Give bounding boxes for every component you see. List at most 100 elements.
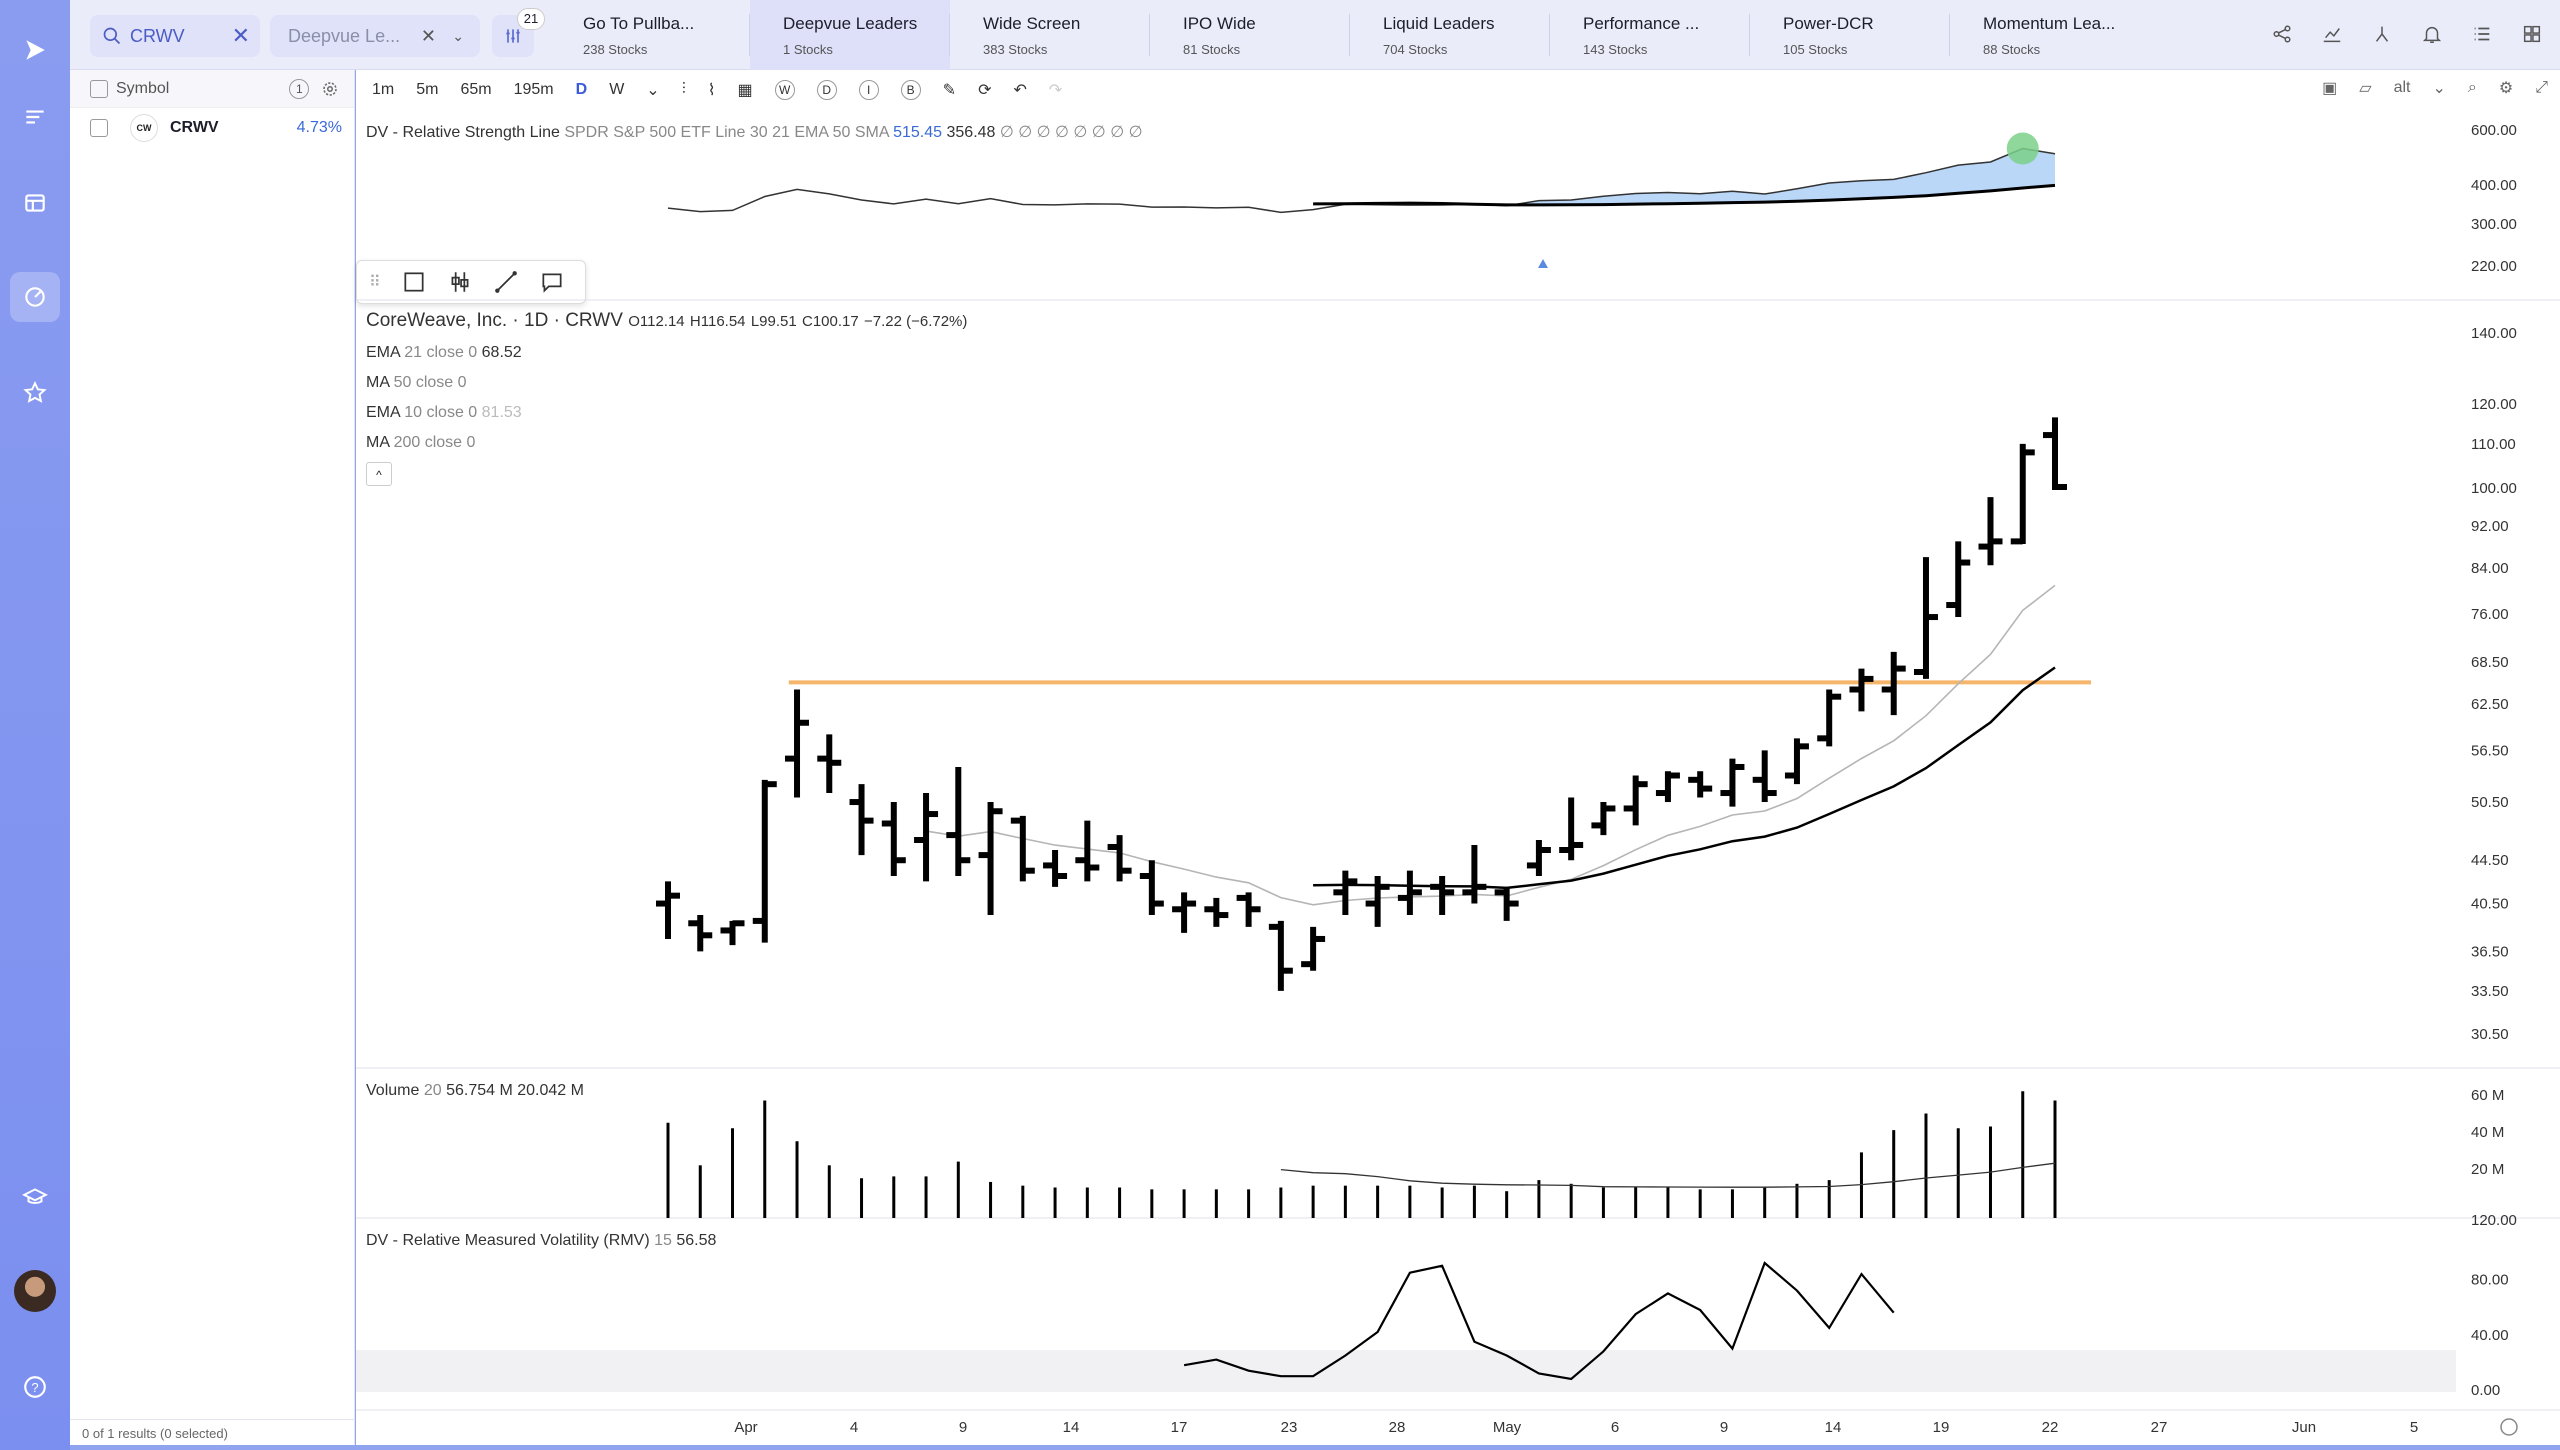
- tab-name: IPO Wide: [1183, 14, 1256, 33]
- education-icon[interactable]: [10, 1172, 60, 1222]
- interval-d[interactable]: D: [575, 81, 588, 98]
- filter-icon: [506, 29, 520, 43]
- chart-canvas[interactable]: 140.00120.00110.00100.0092.0084.0076.006…: [356, 70, 2560, 1445]
- date-tick-label: 17: [1171, 1419, 1188, 1436]
- bar-style-icon[interactable]: ⫶: [681, 81, 686, 98]
- drag-handle-icon[interactable]: ⠿: [369, 274, 381, 291]
- eraser-icon[interactable]: ✎: [942, 82, 957, 99]
- mini-i[interactable]: I: [858, 80, 879, 100]
- price-high: H116.54: [689, 313, 746, 330]
- tab-5[interactable]: Performance ... 143 Stocks: [1550, 0, 1750, 70]
- help-icon[interactable]: ?: [10, 1362, 60, 1412]
- price-tick-label: 76.00: [2471, 606, 2509, 623]
- time-settings-icon: [2500, 1418, 2518, 1436]
- comment-tool-icon[interactable]: [539, 269, 565, 295]
- chart-type-icon[interactable]: [2316, 18, 2348, 50]
- price-legend: CoreWeave, Inc. · 1D · CRWV O112.14 H116…: [366, 310, 967, 332]
- interval-chevron-icon[interactable]: ⌄: [646, 82, 660, 99]
- mini-b[interactable]: B: [900, 80, 921, 100]
- rs-sma-line: [1313, 183, 2056, 207]
- bell-icon[interactable]: [2416, 18, 2448, 50]
- indicators-icon[interactable]: ⌇: [707, 82, 716, 99]
- tab-count: 1 Stocks: [783, 42, 833, 57]
- price-tick-label: 140.00: [2471, 325, 2517, 342]
- tab-3[interactable]: IPO Wide 81 Stocks: [1150, 0, 1350, 70]
- logo-icon[interactable]: [10, 25, 60, 75]
- ma-value: 81.53: [481, 404, 522, 421]
- interval-5m[interactable]: 5m: [416, 81, 439, 98]
- menu-icon[interactable]: [10, 92, 60, 142]
- fork-icon[interactable]: [2366, 18, 2398, 50]
- row-checkbox[interactable]: [90, 119, 108, 137]
- ema-21-line: [1313, 666, 2056, 890]
- refresh-icon[interactable]: ⟳: [978, 82, 992, 99]
- layout-icon[interactable]: ▣: [2322, 80, 2338, 97]
- chevron-down-icon[interactable]: ⌄: [452, 27, 464, 44]
- fullscreen-icon[interactable]: ⤢: [2535, 79, 2548, 96]
- candle-tool-icon[interactable]: [447, 269, 473, 295]
- redo-icon[interactable]: ↷: [1048, 82, 1063, 99]
- top-right-actions: [2266, 18, 2548, 50]
- symbol-list: Symbol 1 CW CRWV 4.73% 0 of 1 results (0…: [70, 70, 355, 1445]
- tab-2[interactable]: Wide Screen 383 Stocks: [950, 0, 1150, 70]
- vol-value-2: 20.042 M: [517, 1082, 584, 1099]
- tab-4[interactable]: Liquid Leaders 704 Stocks: [1350, 0, 1550, 70]
- rs-area-fill: [1442, 148, 2055, 206]
- star-icon[interactable]: [10, 368, 60, 418]
- grid-icon[interactable]: [2516, 18, 2548, 50]
- interval-w[interactable]: W: [609, 81, 625, 98]
- chevron-down-icon[interactable]: ⌄: [2432, 80, 2446, 97]
- clear-watchlist-icon[interactable]: ✕: [420, 25, 436, 46]
- date-tick-label: Apr: [734, 1419, 757, 1436]
- undo-icon[interactable]: ↶: [1013, 82, 1027, 99]
- watchlist-select[interactable]: Deepvue Le... ✕ ⌄: [270, 15, 480, 57]
- rs-dots: ∅ ∅ ∅ ∅ ∅ ∅ ∅ ∅: [999, 124, 1143, 141]
- date-tick-label: 5: [2410, 1419, 2418, 1436]
- rs-params: SPDR S&P 500 ETF Line 30 21 EMA 50 SMA: [564, 124, 889, 141]
- list-item[interactable]: CW CRWV 4.73%: [70, 108, 354, 148]
- mini-w[interactable]: W: [774, 80, 795, 100]
- tab-7[interactable]: Momentum Lea... 88 Stocks: [1950, 0, 2150, 70]
- alt-select[interactable]: alt: [2393, 79, 2411, 96]
- mini-d[interactable]: D: [816, 80, 837, 100]
- layout-grid-icon[interactable]: ▦: [737, 82, 753, 99]
- symbol-column-label: Symbol: [116, 79, 170, 97]
- clear-search-icon[interactable]: ✕: [231, 23, 250, 48]
- rectangle-tool-icon[interactable]: [401, 269, 427, 295]
- tab-6[interactable]: Power-DCR 105 Stocks: [1750, 0, 1950, 70]
- volume-tick-label: 40 M: [2471, 1124, 2504, 1141]
- date-tick-label: Jun: [2292, 1419, 2316, 1436]
- rs-new-high-dot: [2006, 132, 2039, 165]
- price-title: CoreWeave, Inc. · 1D · CRWV: [366, 310, 623, 331]
- avatar[interactable]: [14, 1270, 56, 1312]
- select-all-checkbox[interactable]: [90, 79, 108, 98]
- charts-icon[interactable]: [10, 272, 60, 322]
- rmv-tick-label: 40.00: [2471, 1327, 2509, 1344]
- tab-count: 383 Stocks: [983, 42, 1048, 57]
- tab-name: Wide Screen: [983, 14, 1081, 33]
- date-tick-label: 14: [1825, 1419, 1842, 1436]
- tab-name: Momentum Lea...: [1983, 14, 2116, 33]
- search-input[interactable]: [130, 25, 220, 47]
- zoom-icon[interactable]: ⌕: [2467, 79, 2477, 96]
- chart-area[interactable]: 1m 5m 65m 195m D W ⌄ ⫶ ⌇ ▦ W D I B ✎ ⟳ ↶…: [356, 70, 2560, 1445]
- rs-tick-label: 220.00: [2471, 258, 2517, 275]
- share-icon[interactable]: [2266, 18, 2298, 50]
- vol-value-1: 56.754 M: [446, 1082, 513, 1099]
- line-tool-icon[interactable]: [493, 269, 519, 295]
- tab-1[interactable]: Deepvue Leaders 1 Stocks: [750, 0, 950, 70]
- list-icon[interactable]: [2466, 18, 2498, 50]
- gear-icon[interactable]: [321, 80, 339, 98]
- folder-icon[interactable]: ▱: [2359, 80, 2372, 97]
- interval-1m[interactable]: 1m: [372, 81, 395, 98]
- rs-name: DV - Relative Strength Line: [366, 124, 560, 141]
- interval-195m[interactable]: 195m: [513, 81, 554, 98]
- search-icon: [103, 27, 121, 45]
- collapse-legend-button[interactable]: ^: [366, 462, 392, 486]
- search-box[interactable]: ✕: [90, 15, 260, 57]
- date-tick-label: 9: [1720, 1419, 1728, 1436]
- layout-icon[interactable]: [10, 178, 60, 228]
- interval-65m[interactable]: 65m: [460, 81, 492, 98]
- settings-icon[interactable]: ⚙: [2498, 80, 2514, 97]
- tab-0[interactable]: Go To Pullba... 238 Stocks: [550, 0, 750, 70]
